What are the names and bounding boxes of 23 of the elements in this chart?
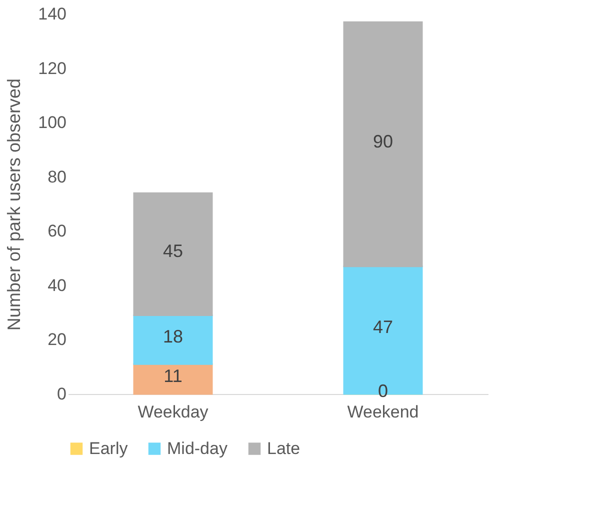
legend-label: Mid-day [167,438,228,458]
data-label: 45 [162,241,184,262]
y-tick-label: 40 [48,276,66,295]
x-tick-label: Weekday [138,402,209,422]
y-tick-label: 60 [48,222,66,241]
y-tick-label: 0 [57,384,66,404]
data-label: 47 [372,317,394,338]
y-tick-label: 140 [38,4,66,24]
legend-label: Late [267,438,300,458]
y-tick-label: 100 [38,113,66,132]
y-tick-label: 20 [48,330,66,350]
y-tick-label: 120 [38,58,66,78]
x-tick-label: Weekend [347,402,419,422]
data-label: 11 [164,366,182,386]
y-axis-title: Number of park users observed [4,78,24,331]
bar [343,21,423,268]
data-label: 90 [372,131,394,152]
legend-label: Early [89,438,128,458]
bar [133,363,213,395]
bar [133,192,213,316]
data-label: 18 [162,326,184,347]
y-tick-label: 80 [48,167,66,186]
bar [133,314,213,365]
